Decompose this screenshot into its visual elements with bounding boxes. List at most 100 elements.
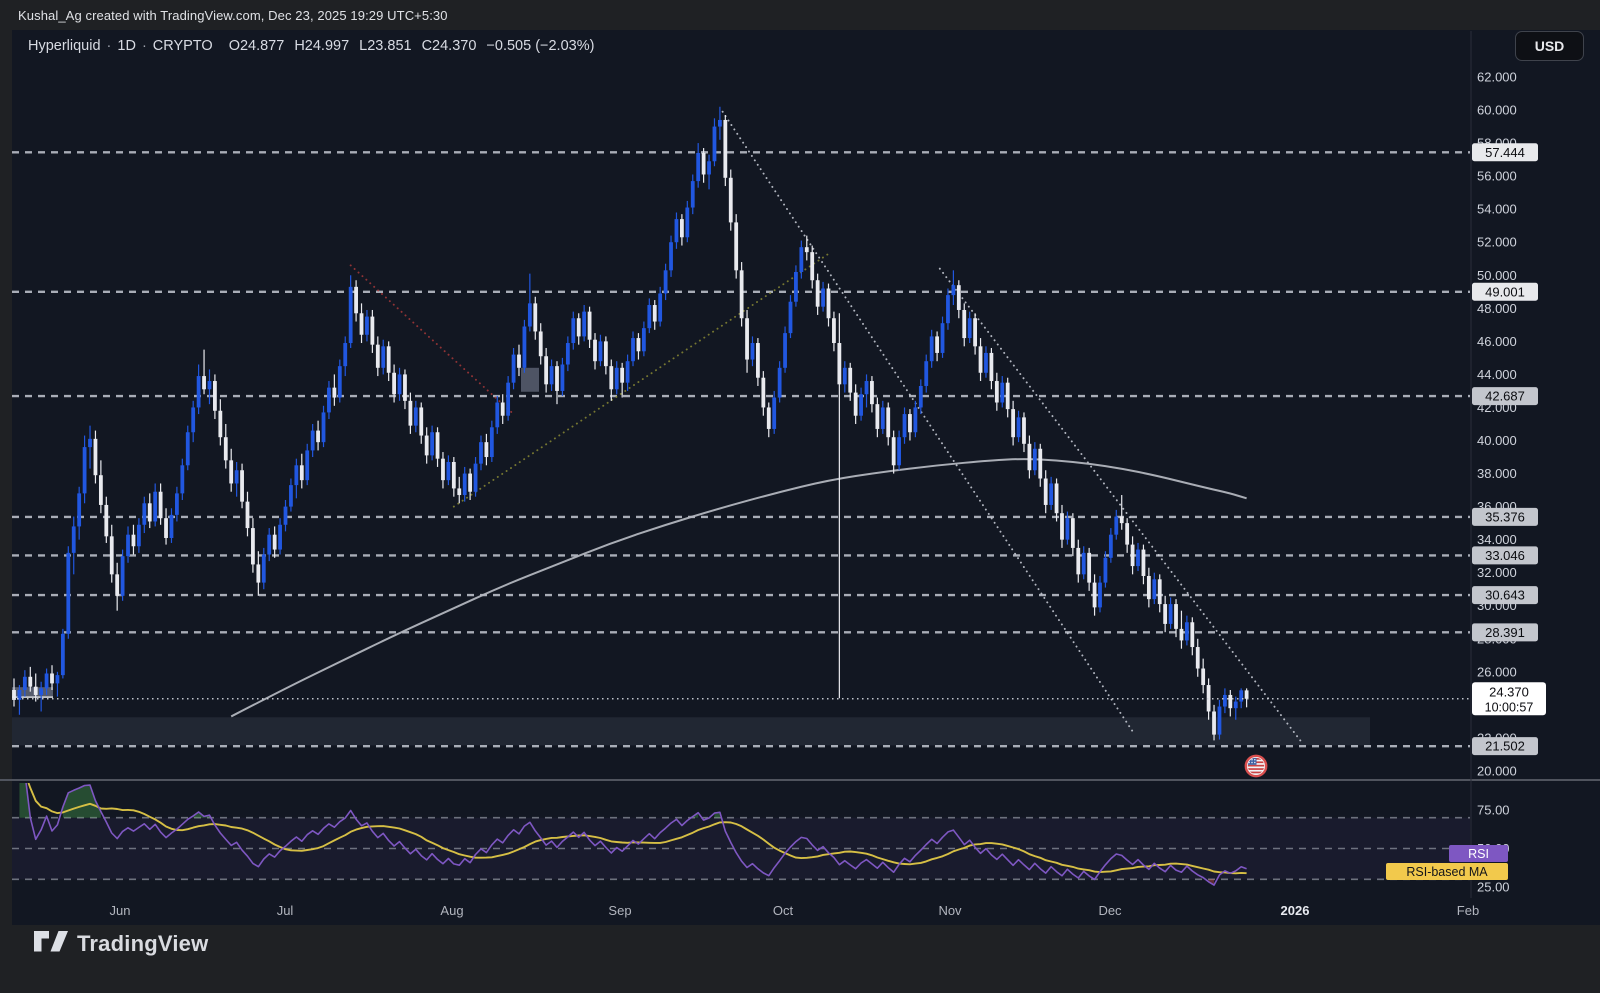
candle-body: [147, 503, 152, 522]
rsi-pane[interactable]: [12, 773, 1470, 886]
white-downtrend-1-trendline[interactable]: [721, 110, 1134, 733]
price-level-label[interactable]: 57.444: [1472, 143, 1538, 162]
price-axis[interactable]: 62.00060.00058.00056.00054.00052.00050.0…: [1472, 70, 1546, 895]
candle: [381, 339, 386, 375]
candle: [457, 476, 462, 504]
rsi-line[interactable]: [19, 773, 1247, 886]
us-flag-event-icon[interactable]: [1244, 754, 1268, 778]
candle-body: [1206, 685, 1211, 712]
candle: [66, 546, 71, 639]
candle: [1141, 544, 1146, 585]
candle-body: [799, 247, 804, 272]
candle: [962, 303, 967, 347]
rsi-ma-line[interactable]: [19, 773, 1247, 875]
candle: [1168, 597, 1173, 629]
candle: [1201, 658, 1206, 694]
price-level-label[interactable]: 30.643: [1472, 586, 1538, 605]
currency-toggle-button[interactable]: USD: [1515, 31, 1584, 61]
candle-body: [587, 311, 592, 340]
rsi-tick-label: 25.00: [1477, 880, 1510, 895]
candle: [783, 326, 787, 373]
moving-average-line[interactable]: [230, 458, 1247, 718]
candle-body: [804, 247, 809, 253]
tradingview-logo[interactable]: TradingView: [34, 931, 208, 957]
candle-body: [810, 252, 815, 281]
rsi-excursion-fill: [19, 783, 31, 818]
candle: [538, 323, 543, 365]
candle: [60, 628, 65, 679]
candle: [1157, 574, 1162, 613]
candle: [158, 483, 163, 525]
candle: [918, 379, 923, 415]
candle-body: [343, 343, 348, 367]
candle-body: [359, 313, 364, 335]
time-axis[interactable]: Jun Jul Aug Sep Oct Nov Dec 2026 Feb: [110, 903, 1480, 918]
candle-body: [299, 465, 304, 481]
candle: [750, 336, 755, 367]
price-level-label[interactable]: 49.001: [1472, 282, 1538, 301]
candle-body: [1125, 523, 1130, 545]
candle: [435, 427, 440, 467]
candle: [1081, 546, 1086, 580]
candle: [126, 526, 130, 563]
candle-body: [669, 242, 673, 271]
candle: [327, 381, 331, 420]
price-level-label-bg: [1472, 387, 1538, 406]
candle-body: [245, 501, 250, 529]
candle: [310, 423, 315, 458]
candle-body: [229, 460, 234, 484]
price-level-label[interactable]: 21.502: [1472, 737, 1538, 756]
candle: [1146, 567, 1151, 608]
candle: [299, 453, 304, 489]
candle: [745, 309, 749, 373]
candle-body: [207, 381, 212, 390]
candle-body: [1022, 417, 1026, 444]
candle: [1092, 574, 1097, 616]
change-value: −0.505 (−2.03%): [486, 38, 595, 54]
candle-body: [1027, 443, 1032, 471]
candle: [967, 311, 972, 344]
candle: [1190, 617, 1195, 656]
candle-body: [815, 280, 820, 307]
price-tick-label: 20.000: [1477, 763, 1517, 778]
price-tick-label: 46.000: [1477, 334, 1517, 349]
candle: [22, 670, 27, 697]
price-level-label[interactable]: 35.376: [1472, 507, 1538, 526]
candle: [641, 321, 646, 357]
candle: [902, 407, 907, 444]
price-level-label[interactable]: 28.391: [1472, 623, 1538, 642]
candle: [674, 212, 679, 249]
candle: [1076, 539, 1081, 583]
price-level-label[interactable]: 42.687: [1472, 387, 1538, 406]
candle: [1119, 495, 1124, 530]
rsi-scale-label[interactable]: RSI: [1449, 845, 1508, 862]
candle-body: [679, 219, 684, 238]
interval-label[interactable]: 1D: [117, 38, 136, 54]
candle: [424, 427, 429, 464]
red-downtrend-trendline[interactable]: [349, 264, 515, 416]
yellow-uptrend-trendline[interactable]: [452, 252, 830, 508]
rsi-ma-scale-label-text: RSI-based MA: [1406, 865, 1488, 879]
candle-body: [430, 432, 435, 456]
candle-body: [462, 473, 467, 496]
white-downtrend-2-trendline[interactable]: [938, 267, 1302, 743]
symbol-legend[interactable]: Hyperliquid · 1D · CRYPTO O24.877 H24.997 L23.8…: [28, 38, 594, 54]
current-price-value: 24.370: [1489, 684, 1529, 699]
candle: [71, 516, 76, 575]
price-pane[interactable]: [12, 106, 1470, 748]
price-level-label[interactable]: 33.046: [1472, 546, 1538, 565]
symbol-name[interactable]: Hyperliquid: [28, 38, 101, 54]
candle-body: [1217, 706, 1222, 735]
candle: [408, 392, 413, 434]
candle-body: [267, 534, 272, 555]
candle: [462, 466, 467, 502]
candle-body: [576, 318, 581, 337]
candle-body: [728, 177, 733, 223]
candle-body: [1195, 647, 1200, 669]
candle-body: [1119, 516, 1124, 524]
flag-stripe: [1247, 768, 1265, 770]
candle-body: [1190, 622, 1195, 648]
rsi-ma-scale-label[interactable]: RSI-based MA: [1386, 863, 1508, 880]
